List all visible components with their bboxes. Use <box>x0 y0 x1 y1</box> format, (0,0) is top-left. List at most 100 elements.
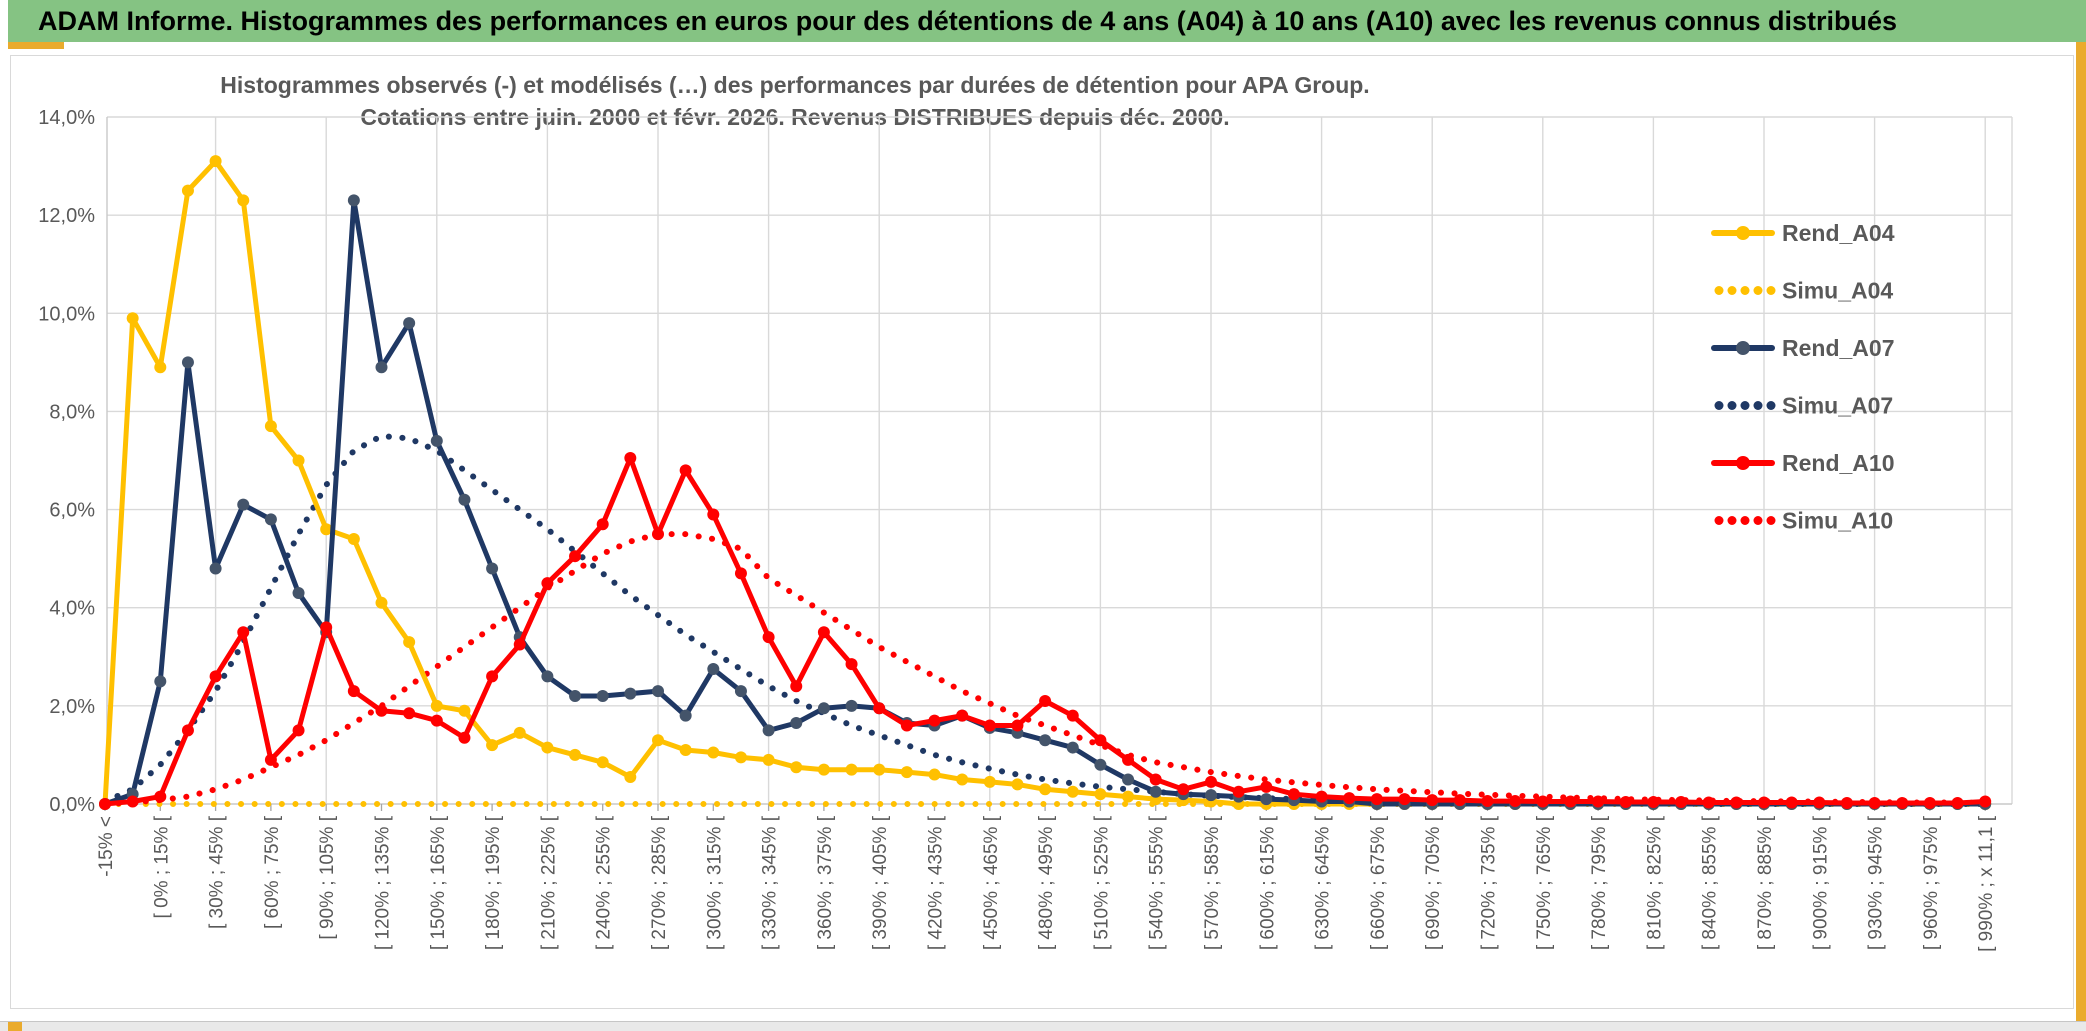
legend-item-Simu_A10[interactable]: Simu_A10 <box>1714 508 1894 534</box>
legend-label: Simu_A10 <box>1782 508 1893 534</box>
series-Rend_A10-marker <box>1260 780 1273 793</box>
series-Rend_A10-marker <box>790 680 803 693</box>
legend-dot-sample <box>1740 401 1750 410</box>
series-Rend_A04-marker <box>956 773 969 786</box>
y-axis-label: 6,0% <box>49 500 95 522</box>
x-axis-label: [ 360% ; 375% [ <box>815 815 836 950</box>
series-Rend_A04-marker <box>596 756 609 769</box>
vertical-scrollbar[interactable] <box>2076 42 2086 1022</box>
legend-item-Rend_A04[interactable]: Rend_A04 <box>1711 220 1895 246</box>
x-axis-label: [ 720% ; 735% [ <box>1479 815 1500 950</box>
legend-dot-sample <box>1727 286 1737 295</box>
series-Rend_A10-marker <box>1343 792 1356 805</box>
series-Rend_A04-marker <box>375 596 388 609</box>
series-Rend_A07-marker <box>458 493 471 506</box>
gold-accent-underline <box>8 42 64 49</box>
series-Rend_A10-marker <box>99 798 111 810</box>
series-Rend_A04-marker <box>928 768 941 781</box>
series-Rend_A10-marker <box>1951 797 1964 810</box>
series-Rend_A10-marker <box>347 685 360 698</box>
legend-label: Rend_A04 <box>1782 220 1895 246</box>
series-Rend_A10-marker <box>734 567 747 580</box>
series-Rend_A04-marker <box>1122 790 1135 803</box>
x-axis-label: [ 990% ; x 11,1 [ <box>1976 815 1997 952</box>
series-Rend_A10-marker <box>1813 796 1826 809</box>
y-axis-label: 12,0% <box>38 205 95 227</box>
series-Rend_A04-marker <box>624 771 637 784</box>
legend-item-Rend_A07[interactable]: Rend_A07 <box>1711 335 1894 361</box>
series-Rend_A04-marker <box>1094 788 1107 801</box>
series-Rend_A10-marker <box>126 795 139 808</box>
series-Rend_A04-marker <box>652 734 664 747</box>
series-Rend_A10-marker <box>624 452 637 465</box>
series-Rend_A10-marker <box>679 464 692 477</box>
series-Rend_A10-marker <box>1868 797 1881 810</box>
horizontal-scrollbar[interactable] <box>0 1021 2086 1031</box>
x-axis-label: [ 150% ; 165% [ <box>428 815 449 950</box>
series-Rend_A10-marker <box>154 790 167 803</box>
series-Rend_A10-marker <box>1039 694 1052 707</box>
series-Rend_A10-marker <box>1177 783 1190 796</box>
series-Rend_A07-marker <box>154 675 167 688</box>
series-Rend_A10-marker <box>652 528 664 541</box>
legend-item-Simu_A07[interactable]: Simu_A07 <box>1714 393 1894 419</box>
x-axis-label: [ 660% ; 675% [ <box>1368 815 1389 950</box>
series-Rend_A10-marker <box>403 707 416 720</box>
series-Rend_A07-marker <box>292 586 305 599</box>
series-Rend_A07-marker <box>181 356 194 369</box>
x-axis-label: -15% < <box>96 816 117 877</box>
series-Rend_A10-marker <box>596 518 609 531</box>
y-axis-label: 4,0% <box>49 598 95 620</box>
series-Rend_A10-marker <box>1675 796 1688 809</box>
series-Rend_A07-marker <box>237 498 250 511</box>
x-axis-label: [ 750% ; 765% [ <box>1534 815 1555 950</box>
x-axis-label: [ 480% ; 495% [ <box>1036 815 1057 950</box>
x-axis-label: [ 120% ; 135% [ <box>373 815 394 950</box>
series-Rend_A10-marker <box>956 709 969 722</box>
scrollbar-thumb[interactable] <box>8 1022 22 1031</box>
x-axis-label: [ 570% ; 585% [ <box>1202 815 1223 950</box>
series-Rend_A10-marker <box>1287 788 1300 801</box>
series-Rend_A07-marker <box>762 724 775 737</box>
series-Rend_A04 <box>102 158 1988 807</box>
series-Rend_A07-marker <box>403 317 416 330</box>
legend-dot-sample <box>1727 401 1737 410</box>
series-Rend_A10-marker <box>900 719 913 732</box>
legend-marker-sample <box>1736 456 1750 470</box>
series-Rend_A07-marker <box>1094 758 1107 771</box>
x-axis-label: [ 30% ; 45% [ <box>207 815 228 929</box>
y-axis-label: 0,0% <box>49 794 95 816</box>
series-Rend_A07-marker <box>1260 793 1273 806</box>
series-Rend_A10-marker <box>1066 709 1079 722</box>
series-Rend_A10-marker <box>292 724 305 737</box>
series-Rend_A07-marker <box>541 670 554 683</box>
legend-item-Rend_A10[interactable]: Rend_A10 <box>1711 450 1894 476</box>
series-Rend_A07-marker <box>1066 741 1079 754</box>
series-Rend_A10-marker <box>1730 796 1743 809</box>
x-axis-label: [ 630% ; 645% [ <box>1313 815 1334 950</box>
x-axis-label: [ 60% ; 75% [ <box>262 815 283 929</box>
series-Rend_A10-marker <box>1840 797 1853 810</box>
x-axis-label: [ 900% ; 915% [ <box>1810 815 1831 950</box>
legend-label: Simu_A07 <box>1782 393 1893 419</box>
series-Rend_A10-marker <box>928 714 941 727</box>
legend-dot-sample <box>1766 401 1776 410</box>
legend-dot-sample <box>1727 516 1737 525</box>
legend-dot-sample <box>1753 286 1763 295</box>
series-Rend_A07-marker <box>652 685 664 698</box>
series-Rend_A10-marker <box>430 714 443 727</box>
series-Rend_A07-marker <box>347 194 360 207</box>
y-axis-label: 14,0% <box>38 107 95 129</box>
x-axis-label: [ 420% ; 435% [ <box>926 815 947 950</box>
series-Rend_A07-marker <box>707 663 720 676</box>
series-Rend_A04-marker <box>126 312 139 325</box>
series-Rend_A10-marker <box>1923 797 1936 810</box>
series-Rend_A10-marker <box>1149 773 1162 786</box>
series-Rend_A07-marker <box>209 562 222 575</box>
series-Rend_A04-marker <box>347 533 360 546</box>
legend-item-Simu_A04[interactable]: Simu_A04 <box>1714 278 1894 304</box>
series-Rend_A10-marker <box>1205 775 1217 788</box>
series-Rend_A10-marker <box>1232 785 1245 798</box>
series-Rend_A10-marker <box>209 670 222 683</box>
